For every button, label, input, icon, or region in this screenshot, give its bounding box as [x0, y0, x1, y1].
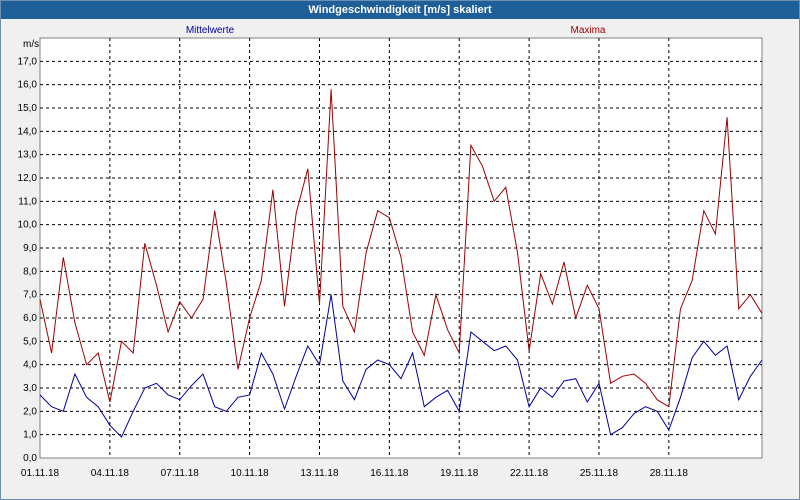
legend-mittelwerte: Mittelwerte — [186, 25, 235, 36]
series-line-mittelwerte — [39, 294, 763, 438]
y-tick-label: 7,0 — [23, 290, 37, 301]
y-tick-label: 0,0 — [23, 453, 37, 464]
series-line-maxima — [39, 89, 763, 408]
x-tick-label: 01.11.18 — [21, 468, 60, 479]
x-axis: 01.11.18 04.11.18 07.11.18 10.11.18 13.11.18… — [21, 468, 688, 479]
y-tick-label: 5,0 — [23, 336, 37, 347]
x-tick-label: 22.11.18 — [510, 468, 549, 479]
grid-lines — [40, 38, 762, 458]
x-tick-label: 19.11.18 — [440, 468, 479, 479]
y-tick-label: 13,0 — [18, 150, 38, 161]
y-tick-label: 3,0 — [23, 383, 37, 394]
chart-title: Windgeschwindigkeit [m/s] skaliert — [1, 1, 799, 19]
y-tick-label: 16,0 — [18, 80, 38, 91]
x-tick-label: 10.11.18 — [231, 468, 270, 479]
x-tick-label: 04.11.18 — [91, 468, 130, 479]
x-tick-label: 07.11.18 — [161, 468, 200, 479]
x-tick-label: 28.11.18 — [650, 468, 689, 479]
y-tick-label: 17,0 — [18, 56, 38, 67]
x-tick-label: 13.11.18 — [300, 468, 339, 479]
x-tick-label: 25.11.18 — [580, 468, 619, 479]
y-tick-label: 15,0 — [18, 103, 38, 114]
series-layer — [39, 89, 763, 438]
y-axis: 0,0 1,0 2,0 3,0 4,0 5,0 6,0 7,0 8,0 9,0 10,0 11,0 12… — [18, 56, 38, 464]
y-axis-unit: m/s — [23, 39, 39, 50]
y-tick-label: 4,0 — [23, 360, 37, 371]
y-tick-label: 8,0 — [23, 266, 37, 277]
y-tick-label: 14,0 — [18, 126, 38, 137]
legend-maxima: Maxima — [570, 25, 605, 36]
y-tick-label: 10,0 — [18, 220, 38, 231]
x-tick-label: 16.11.18 — [370, 468, 409, 479]
y-tick-label: 9,0 — [23, 243, 37, 254]
y-tick-label: 12,0 — [18, 173, 38, 184]
y-tick-label: 2,0 — [23, 406, 37, 417]
y-tick-label: 6,0 — [23, 313, 37, 324]
y-tick-label: 1,0 — [23, 430, 37, 441]
y-tick-label: 11,0 — [18, 196, 37, 207]
